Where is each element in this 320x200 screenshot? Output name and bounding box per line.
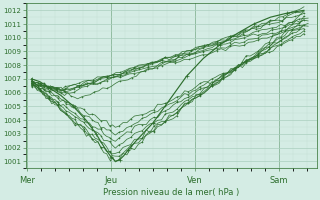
X-axis label: Pression niveau de la mer( hPa ): Pression niveau de la mer( hPa ) [103, 188, 239, 197]
